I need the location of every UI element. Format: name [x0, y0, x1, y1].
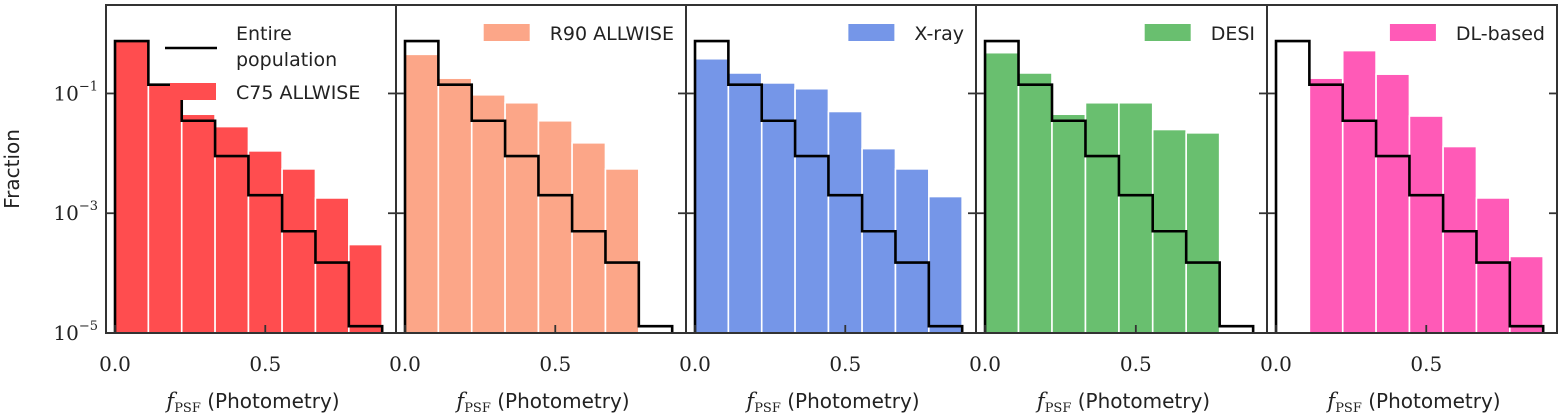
entire-population-line	[1274, 39, 1545, 333]
bar	[214, 125, 250, 334]
legend: DL-based	[1389, 23, 1545, 45]
legend-label: X-ray	[914, 23, 964, 45]
bar	[537, 119, 573, 334]
bar	[1509, 255, 1544, 334]
bar	[727, 72, 763, 334]
entire-population-line	[403, 39, 674, 333]
x-axis-label: fPSF (Photometry)	[744, 389, 919, 416]
bar	[604, 168, 640, 334]
bar	[1084, 101, 1120, 334]
x-tick-label: 0.0	[99, 352, 131, 376]
bar	[984, 51, 1020, 334]
legend-entire-label-1: Entire	[236, 23, 292, 45]
bar	[404, 53, 440, 334]
bar	[571, 141, 607, 334]
x-tick-label: 0.5	[1410, 352, 1442, 376]
legend-swatch	[483, 24, 530, 41]
bar	[1185, 132, 1221, 334]
x-tick-label: 0.0	[679, 352, 711, 376]
bar	[1341, 49, 1377, 334]
legend-swatch	[1144, 24, 1191, 41]
bar	[348, 243, 383, 334]
legend-entire-label-2: population	[236, 49, 337, 71]
y-tick-label: 10−3	[53, 199, 98, 225]
x-tick-label: 0.5	[249, 352, 281, 376]
bar	[470, 93, 506, 334]
entire-population-line	[983, 39, 1255, 333]
panel-5: 0.0 0.5 fPSF (Photometry) DL-based	[1260, 4, 1558, 416]
y-axis-label: Fraction	[0, 129, 24, 209]
x-tick-label: 0.5	[539, 352, 571, 376]
panel-2: 0.0 0.5 fPSF (Photometry) R90 ALLWISE	[389, 4, 687, 416]
x-tick-label: 0.0	[1260, 352, 1292, 376]
legend: R90 ALLWISE	[483, 23, 674, 45]
legend-label: C75 ALLWISE	[236, 82, 360, 104]
x-tick-label: 0.0	[389, 352, 421, 376]
bar	[760, 82, 796, 334]
bar	[314, 197, 350, 334]
bar	[861, 147, 897, 334]
bar	[1375, 73, 1411, 334]
bar	[281, 168, 317, 334]
x-axis-label: fPSF (Photometry)	[164, 389, 339, 416]
bar	[1442, 145, 1478, 334]
bar	[694, 57, 730, 334]
x-axis-label: fPSF (Photometry)	[1325, 389, 1500, 416]
legend: DESI	[1144, 23, 1255, 45]
legend-label: R90 ALLWISE	[550, 23, 674, 45]
bar	[1475, 197, 1511, 334]
legend-swatch	[1389, 24, 1436, 41]
bar	[827, 110, 863, 334]
legend-label: DESI	[1211, 23, 1255, 45]
legend: Entire population C75 ALLWISE	[165, 23, 360, 104]
bar	[247, 150, 283, 334]
bar	[1308, 77, 1344, 334]
bar	[928, 195, 963, 334]
panel-1: 0.0 0.5 fPSF (Photometry) Entire population C…	[99, 4, 397, 416]
bar	[147, 83, 183, 334]
bar	[1051, 113, 1087, 334]
entire-population-line	[113, 39, 384, 333]
legend-swatch	[848, 24, 895, 41]
x-axis-label: fPSF (Photometry)	[454, 389, 629, 416]
entire-population-line	[693, 39, 964, 333]
panel-3: 0.0 0.5 fPSF (Photometry) X-ray	[679, 4, 977, 416]
bar	[180, 113, 216, 334]
x-tick-label: 0.5	[829, 352, 861, 376]
panel-frame	[1266, 4, 1558, 334]
bar	[894, 168, 930, 334]
legend-swatch	[170, 83, 216, 100]
legend: X-ray	[848, 23, 964, 45]
bar	[794, 87, 830, 334]
bar	[114, 40, 150, 334]
legend-label: DL-based	[1456, 23, 1545, 45]
panel-4: 0.0 0.5 fPSF (Photometry) DESI	[969, 4, 1268, 416]
y-tick-label: 10−5	[53, 319, 98, 345]
bar	[437, 77, 473, 334]
x-tick-label: 0.5	[1120, 352, 1152, 376]
bar	[1017, 72, 1053, 334]
bar	[1408, 115, 1444, 334]
x-tick-label: 0.0	[969, 352, 1001, 376]
y-tick-label: 10−1	[53, 79, 98, 105]
x-axis-label: fPSF (Photometry)	[1035, 389, 1210, 416]
bar	[504, 101, 540, 334]
bar	[1118, 101, 1154, 334]
